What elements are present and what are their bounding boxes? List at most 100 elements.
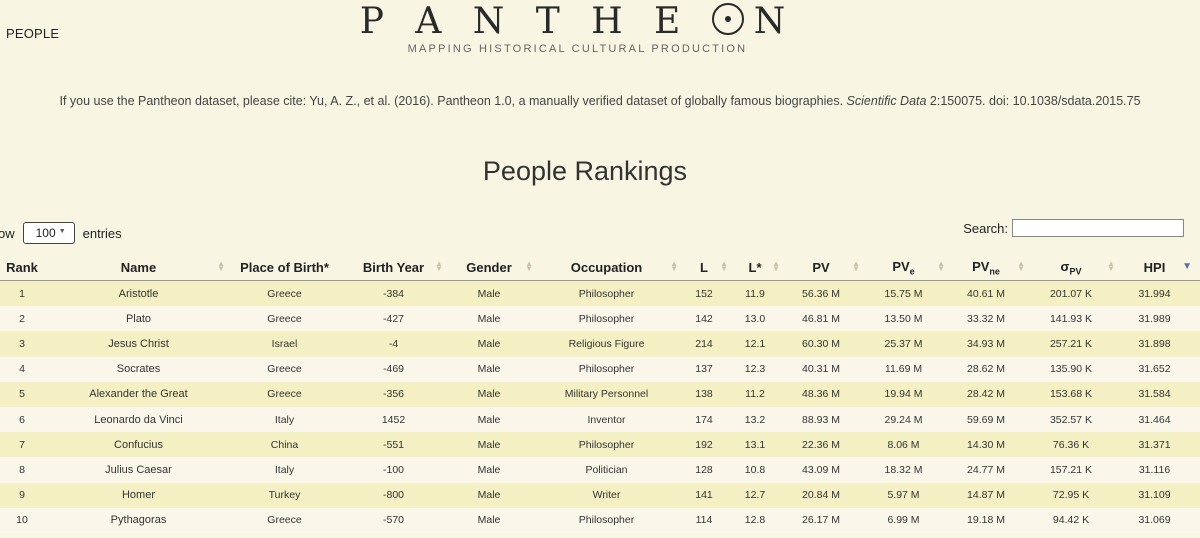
cell-name: Confucius (58, 432, 233, 458)
page-title: People Rankings (482, 156, 688, 186)
cell-gender: Male (451, 406, 541, 433)
cell-place-of-birth: Turkey (233, 482, 350, 508)
cell-rank: 10 (0, 507, 58, 533)
column-header-pv-e[interactable]: PVe ▲ ▼ (868, 255, 953, 281)
sort-both-icon: ▲ ▼ (670, 259, 678, 273)
table-row[interactable]: 9 Homer Turkey -800 Male Writer 141 12.7 20.84 M… (0, 482, 1200, 508)
cell-name: Alexander the Great (58, 381, 233, 407)
cell-gender: Male (451, 507, 541, 533)
cell-l-star: 13.1 (736, 432, 788, 458)
cell-hpi: 31.898 (1123, 331, 1200, 357)
cell-hpi: 31.069 (1123, 507, 1200, 533)
sort-both-icon: ▲ ▼ (217, 259, 225, 273)
table-row[interactable]: 3 Jesus Christ Israel -4 Male Religious Figur… (0, 331, 1200, 357)
column-header-place-of-birth[interactable]: Place of Birth* (233, 255, 350, 281)
column-header-name[interactable]: Name ▲ ▼ (58, 255, 233, 281)
cell-birth-year: -100 (350, 457, 451, 483)
column-header-pv[interactable]: PV ▲ ▼ (788, 255, 868, 281)
column-header-birth-year[interactable]: Birth Year ▲ ▼ (350, 255, 451, 281)
cell-hpi: 31.989 (1123, 306, 1200, 332)
cell-pv-e: 8.06 M (868, 432, 953, 458)
cell-rank: 4 (0, 356, 58, 382)
cell-name: Pythagoras (58, 507, 233, 533)
cell-gender: Male (451, 280, 541, 307)
cell-sigma-pv: 157.21 K (1033, 457, 1123, 483)
cell-name: Aristotle (58, 280, 233, 307)
table-row[interactable]: 7 Confucius China -551 Male Philosopher 192 13.… (0, 432, 1200, 458)
cell-name: Homer (58, 482, 233, 508)
cell-sigma-pv: 72.95 K (1033, 482, 1123, 508)
citation-suffix: 2:150075. doi: 10.1038/sdata.2015.75 (926, 94, 1141, 108)
cell-hpi: 31.109 (1123, 482, 1200, 508)
cell-occupation: Writer (541, 482, 686, 508)
cell-occupation: Inventor (541, 406, 686, 433)
cell-birth-year: -384 (350, 280, 451, 307)
cell-gender: Male (451, 432, 541, 458)
column-header-sigma-pv[interactable]: σPV ▲ ▼ (1033, 255, 1123, 281)
cell-l: 114 (686, 507, 736, 533)
table-row[interactable]: 6 Leonardo da Vinci Italy 1452 Male Inventor 1… (0, 406, 1200, 433)
cell-gender: Male (451, 356, 541, 382)
cell-pv: 60.30 M (788, 331, 868, 357)
table-row[interactable]: 5 Alexander the Great Greece -356 Male Milita… (0, 381, 1200, 407)
cell-gender: Male (451, 306, 541, 332)
cell-sigma-pv: 352.57 K (1033, 406, 1123, 433)
citation-text: If you use the Pantheon dataset, please … (0, 94, 1200, 108)
table-row[interactable]: 4 Socrates Greece -469 Male Philosopher 137 12.… (0, 356, 1200, 382)
nav-people-link[interactable]: PEOPLE (6, 26, 60, 41)
column-header-hpi[interactable]: HPI ▼ (1123, 255, 1200, 281)
column-header-gender[interactable]: Gender ▲ ▼ (451, 255, 541, 281)
cell-rank: 9 (0, 482, 58, 508)
cell-pv-ne: 28.62 M (953, 356, 1033, 382)
sort-both-icon: ▲ ▼ (772, 259, 780, 273)
cell-rank: 2 (0, 306, 58, 332)
cell-hpi: 31.116 (1123, 457, 1200, 483)
logo-o-mark (711, 3, 744, 35)
column-header-l[interactable]: L ▲ ▼ (686, 255, 736, 281)
cell-birth-year: -427 (350, 306, 451, 332)
cell-hpi: 31.371 (1123, 432, 1200, 458)
cell-rank: 8 (0, 457, 58, 483)
cell-rank: 7 (0, 432, 58, 458)
cell-birth-year: -570 (350, 507, 451, 533)
search-input[interactable] (1012, 219, 1184, 237)
cell-birth-year: -551 (350, 432, 451, 458)
cell-l-star: 12.3 (736, 356, 788, 382)
cell-l: 138 (686, 381, 736, 407)
column-header-l-star[interactable]: L* ▲ ▼ (736, 255, 788, 281)
cell-rank: 3 (0, 331, 58, 357)
cell-hpi: 31.584 (1123, 381, 1200, 407)
cell-sigma-pv: 257.21 K (1033, 331, 1123, 357)
table-row[interactable]: 2 Plato Greece -427 Male Philosopher 142 13.0 46… (0, 306, 1200, 332)
cell-occupation: Philosopher (541, 432, 686, 458)
table-row[interactable]: 1 Aristotle Greece -384 Male Philosopher 152 11… (0, 280, 1200, 307)
cell-pv: 20.84 M (788, 482, 868, 508)
column-header-pv-ne[interactable]: PVne ▲ ▼ (953, 255, 1033, 281)
cell-pv-e: 15.75 M (868, 280, 953, 307)
cell-place-of-birth: Greece (233, 280, 350, 307)
cell-place-of-birth: Israel (233, 331, 350, 357)
cell-occupation: Philosopher (541, 356, 686, 382)
cell-l-star: 11.2 (736, 381, 788, 407)
cell-occupation: Philosopher (541, 306, 686, 332)
pantheon-logo[interactable]: P A N T H E N MAPPING HISTORICAL CULTURA… (0, 2, 1155, 56)
sort-descending-icon: ▼ (1182, 261, 1192, 272)
cell-gender: Male (451, 331, 541, 357)
sort-both-icon: ▲ ▼ (852, 259, 860, 273)
cell-sigma-pv: 135.90 K (1033, 356, 1123, 382)
table-row[interactable]: 8 Julius Caesar Italy -100 Male Politician 128… (0, 457, 1200, 483)
cell-name: Jesus Christ (58, 331, 233, 357)
cell-l: 128 (686, 457, 736, 483)
column-header-rank[interactable]: Rank (0, 255, 58, 281)
cell-place-of-birth: Italy (233, 457, 350, 483)
cell-rank: 1 (0, 280, 58, 307)
entries-per-page-select[interactable]: 100 ▼ (22, 222, 75, 244)
cell-l: 174 (686, 406, 736, 433)
column-header-occupation[interactable]: Occupation ▲ ▼ (541, 255, 686, 281)
entries-per-page-value: 100 (35, 226, 56, 240)
cell-rank: 6 (0, 406, 58, 433)
cell-name: Socrates (58, 356, 233, 382)
cell-l: 152 (686, 280, 736, 307)
cell-hpi: 31.994 (1123, 280, 1200, 307)
table-row[interactable]: 10 Pythagoras Greece -570 Male Philosopher 114… (0, 507, 1200, 533)
